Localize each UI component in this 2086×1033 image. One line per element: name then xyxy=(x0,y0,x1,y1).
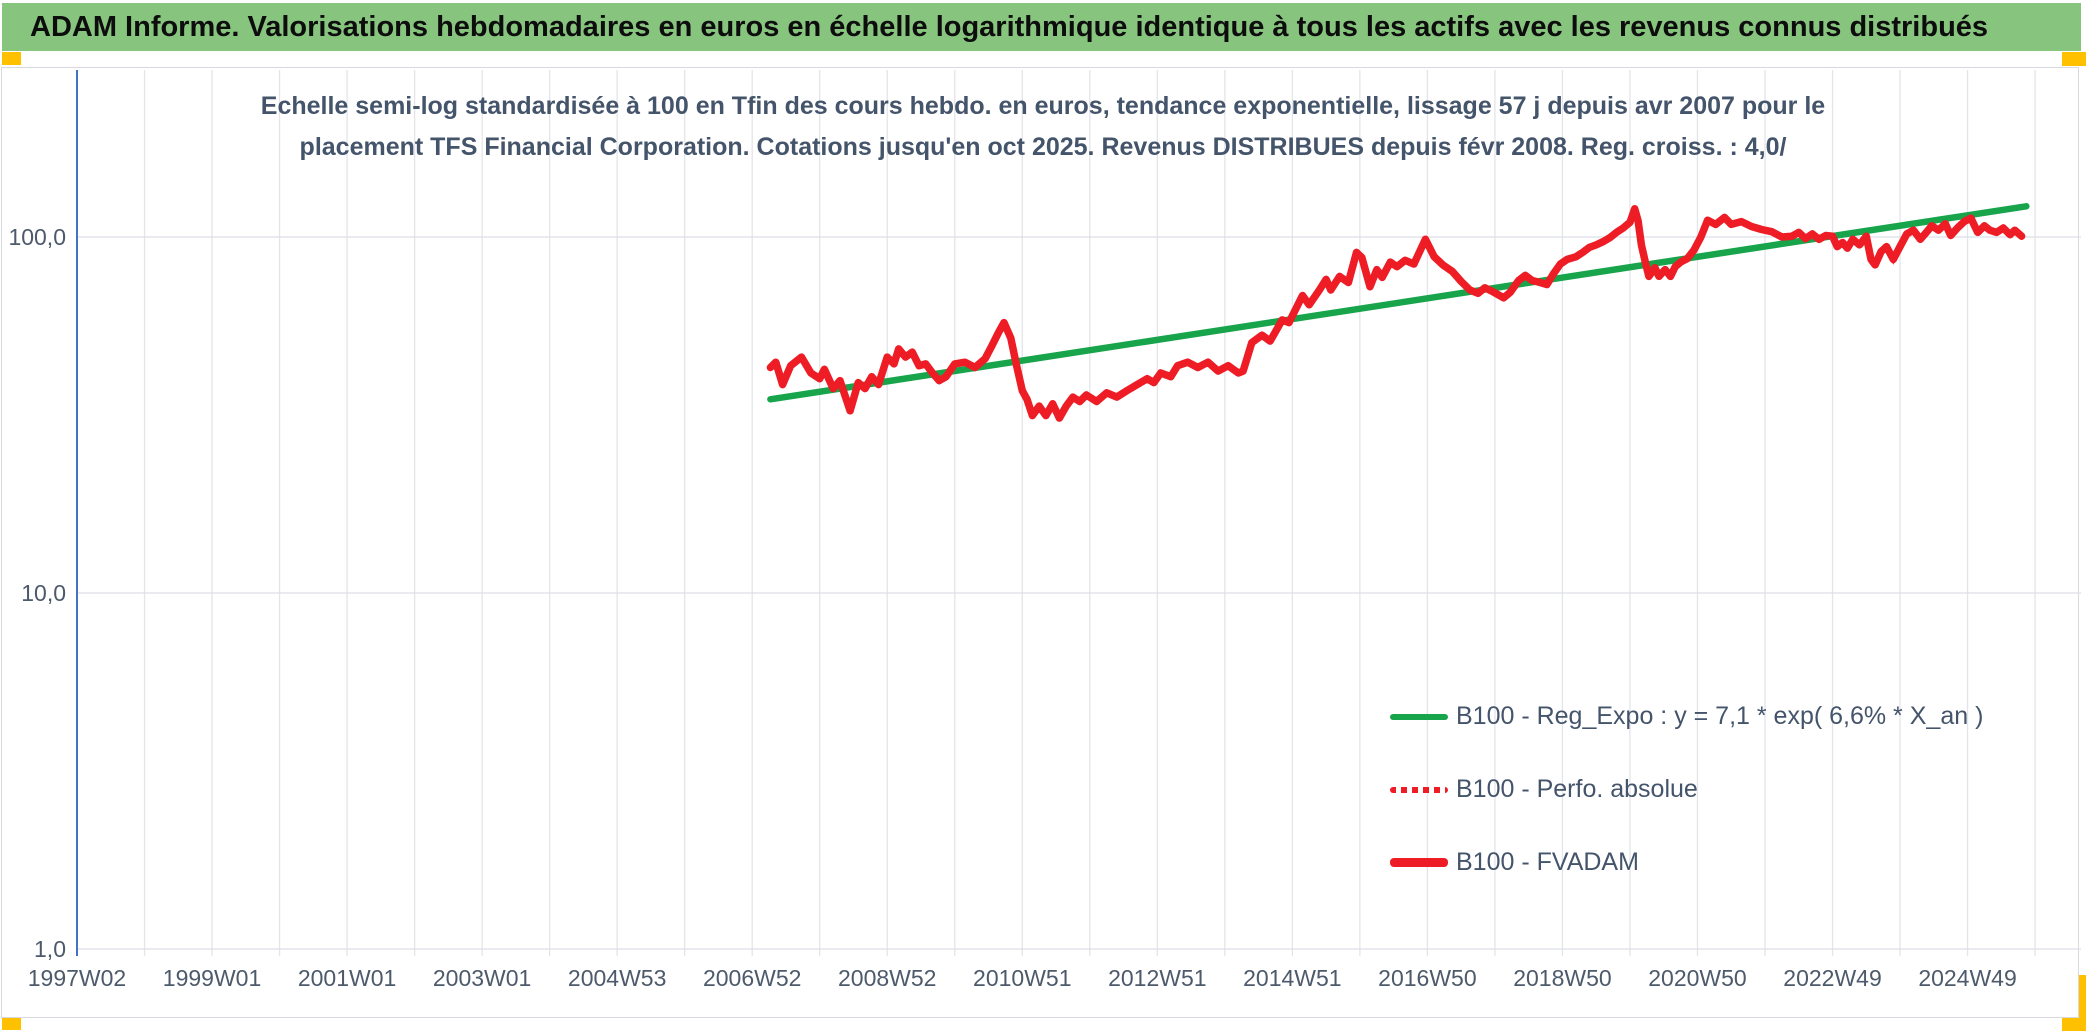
x-tick-label: 2003W01 xyxy=(432,965,532,991)
x-tick-label: 2008W52 xyxy=(838,965,937,991)
legend-line-sample-red-solid-icon xyxy=(1390,858,1448,867)
legend-item-perfo-absolue[interactable]: B100 - Perfo. absolue xyxy=(1390,753,1983,826)
y-tick-label-100: 100,0 xyxy=(8,224,66,250)
y-tick-label-10: 10,0 xyxy=(21,580,66,606)
x-tick-label: 1997W02 xyxy=(27,965,127,991)
chart-subtitle: Echelle semi-log standardisée à 100 en T… xyxy=(0,86,2086,168)
chart-subtitle-line1: Echelle semi-log standardisée à 100 en T… xyxy=(260,92,1826,120)
x-tick-label: 2020W50 xyxy=(1648,965,1747,991)
header-bar[interactable]: ADAM Informe. Valorisations hebdomadaire… xyxy=(2,3,2081,51)
x-tick-label: 2001W01 xyxy=(297,965,397,991)
series-reg-expo-line xyxy=(767,203,2030,403)
legend-item-fvadam[interactable]: B100 - FVADAM xyxy=(1390,826,1983,899)
chart-legend: B100 - Reg_Expo : y = 7,1 * exp( 6,6% * … xyxy=(1390,680,1983,899)
x-tick-label: 2006W52 xyxy=(702,965,802,991)
x-tick-label: 2004W53 xyxy=(567,965,667,991)
legend-line-sample-red-dotted-icon xyxy=(1390,786,1448,793)
y-tick-label-1: 1,0 xyxy=(34,936,66,962)
yellow-cell-bottom-left xyxy=(2,1016,21,1030)
x-tick-label: 1999W01 xyxy=(162,965,262,991)
legend-label: B100 - Perfo. absolue xyxy=(1456,775,1698,803)
x-tick-label: 2024W49 xyxy=(1918,965,2017,991)
legend-label: B100 - Reg_Expo : y = 7,1 * exp( 6,6% * … xyxy=(1456,702,1984,730)
x-tick-label: 2014W51 xyxy=(1243,965,1342,991)
x-tick-label: 2016W50 xyxy=(1378,965,1477,991)
legend-line-sample-green-solid-icon xyxy=(1390,713,1448,720)
chart-subtitle-line2: placement TFS Financial Corporation. Cot… xyxy=(299,133,1787,161)
yellow-cell-top-left xyxy=(2,52,21,65)
page-title: ADAM Informe. Valorisations hebdomadaire… xyxy=(30,11,1989,43)
yellow-cell-right-strip xyxy=(2079,975,2086,1017)
legend-item-reg-expo[interactable]: B100 - Reg_Expo : y = 7,1 * exp( 6,6% * … xyxy=(1390,680,1983,753)
legend-label: B100 - FVADAM xyxy=(1456,848,1639,876)
x-tick-label: 2018W50 xyxy=(1513,965,1612,991)
series-fvadam-line xyxy=(766,205,2026,422)
x-tick-label: 2012W51 xyxy=(1108,965,1207,991)
x-tick-label: 2010W51 xyxy=(973,965,1072,991)
yellow-cell-top-right xyxy=(2062,52,2086,66)
x-tick-label: 2022W49 xyxy=(1783,965,1882,991)
